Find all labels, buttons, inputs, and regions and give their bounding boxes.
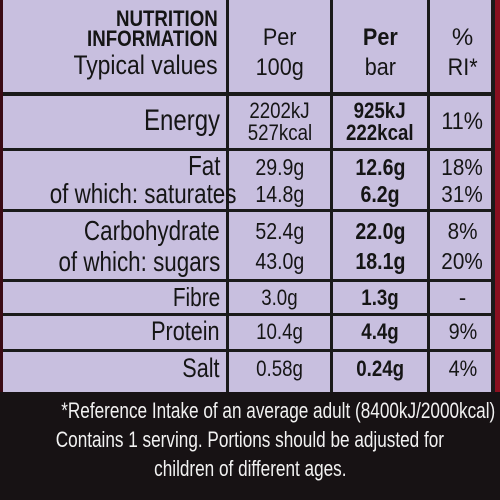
row-energy-ri: 11% (441, 108, 484, 135)
row-divider-protein (3, 349, 495, 352)
energy-perbar-kj: 925kJ (353, 98, 407, 123)
row-sugars-per100: 43.0g (255, 248, 304, 274)
row-protein-ri: 9% (448, 319, 477, 344)
energy-perbar-kcal: 222kcal (346, 120, 414, 145)
row-sugars-ri: 20% (441, 248, 484, 274)
row-energy-perbar: 925kJ 222kcal (333, 100, 427, 144)
row-energy-per100: 2202kJ 527kcal (229, 100, 330, 144)
header-title: NUTRITION INFORMATION Typical values (3, 8, 218, 79)
reference-intake-footer: *Reference Intake of an average adult (8… (0, 392, 500, 500)
row-fat-ri: 18% (441, 154, 484, 180)
row-protein-perbar: 4.4g (361, 319, 399, 344)
row-divider-carbohydrate (3, 279, 495, 282)
row-salt-perbar: 0.24g (356, 356, 404, 381)
header-per-bar: Per bar (333, 26, 427, 80)
row-fat-perbar: 12.6g (354, 154, 405, 180)
energy-per100-kcal: 527kcal (247, 120, 312, 145)
footer-children-note: children of different ages. (153, 456, 347, 481)
header-percent-ri: % RI* (430, 26, 495, 80)
row-saturates-perbar: 6.2g (360, 181, 400, 207)
energy-per100-kj: 2202kJ (249, 98, 310, 123)
row-sugars-perbar: 18.1g (354, 248, 405, 274)
row-fibre-ri: - (458, 285, 467, 310)
row-fat-per100: 29.9g (255, 154, 304, 180)
column-divider-1 (226, 0, 229, 392)
row-salt-ri: 4% (448, 356, 477, 381)
header-nutrition-label: NUTRITION (116, 6, 218, 31)
header-100g-label: 100g (255, 54, 304, 81)
row-protein-label: Protein (151, 316, 220, 346)
row-carbohydrate-per100: 52.4g (255, 218, 304, 244)
row-carbohydrate-label: Carbohydrate (84, 215, 220, 246)
header-ri-label: RI* (447, 54, 478, 81)
header-per-bar-label: Per (362, 24, 398, 51)
column-divider-2 (330, 0, 333, 392)
row-fibre-perbar: 1.3g (361, 285, 399, 310)
row-fat-label: Fat (187, 150, 220, 181)
row-sugars-label: of which: sugars (58, 246, 220, 277)
header-information-label: INFORMATION (87, 26, 218, 51)
row-fibre-label: Fibre (172, 282, 220, 312)
row-saturates-ri: 31% (441, 181, 484, 207)
row-salt-label: Salt (182, 353, 220, 383)
row-saturates-per100: 14.8g (255, 181, 304, 207)
row-divider-fat (3, 209, 495, 212)
row-carbohydrate-ri: 8% (447, 218, 478, 244)
row-salt-per100: 0.58g (256, 356, 303, 381)
header-per-100g: Per 100g (229, 26, 330, 80)
row-divider-energy (3, 148, 495, 151)
row-fibre-per100: 3.0g (261, 285, 298, 310)
row-carbohydrate-perbar: 22.0g (354, 218, 405, 244)
row-energy-label: Energy (143, 104, 220, 137)
footer-serving-note: Contains 1 serving. Portions should be a… (55, 427, 445, 452)
row-divider-header (3, 92, 495, 96)
row-divider-fibre (3, 313, 495, 316)
row-saturates-label: of which: saturates (49, 178, 237, 209)
row-protein-per100: 10.4g (256, 319, 303, 344)
header-bar-label: bar (364, 54, 396, 81)
header-percent-label: % (451, 24, 474, 51)
column-divider-3 (427, 0, 430, 392)
nutrition-table: NUTRITION INFORMATION Typical values Per… (3, 0, 495, 392)
header-per-label: Per (262, 24, 297, 51)
footer-reference-note: *Reference Intake of an average adult (8… (61, 398, 496, 423)
header-typical-values-label: Typical values (73, 50, 218, 80)
